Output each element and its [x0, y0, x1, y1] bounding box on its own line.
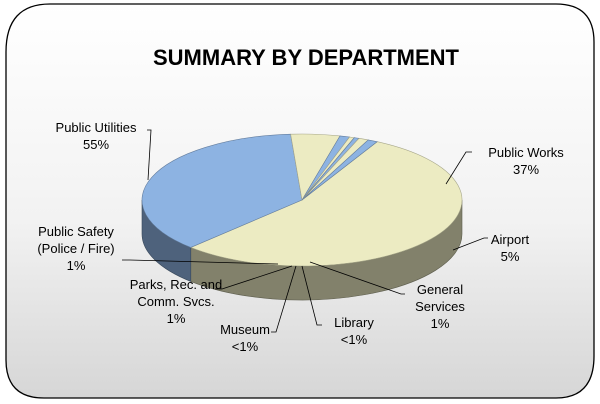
slice-value-label: <1%: [341, 332, 368, 347]
slice-value-label: 55%: [83, 137, 109, 152]
slice-value-label: 1%: [431, 316, 450, 331]
pie-slice-1: [141, 133, 303, 248]
slice-value-label: 1%: [167, 311, 186, 326]
slice-name-label: Public Works: [488, 145, 564, 160]
slice-value-label: 5%: [501, 249, 520, 264]
slice-name-label: Museum: [220, 322, 270, 337]
leader-line-6: [215, 265, 293, 290]
slice-label-5: Museum <1%: [220, 322, 270, 354]
slice-value-label: <1%: [232, 339, 259, 354]
slice-name-label: Parks, Rec. and: [130, 277, 223, 292]
slice-label-1: Public Works 37%: [488, 145, 564, 177]
leader-line-7: [122, 259, 279, 265]
leader-line-1: [445, 151, 472, 185]
slice-name-label: Airport: [491, 232, 530, 247]
slice-name-label: General: [417, 282, 463, 297]
leader-line-3: [309, 261, 405, 295]
chart-title: SUMMARY BY DEPARTMENT: [153, 45, 460, 70]
slice-labels: Public Utilities 55% Public Works 37% Airpor…: [37, 120, 564, 354]
slice-value-label: 1%: [67, 258, 86, 273]
pie-slice-7: [301, 139, 378, 201]
slice-label-6: Parks, Rec. and Comm. Svcs. 1%: [130, 277, 223, 326]
slice-label-7: Public Safety (Police / Fire) 1%: [37, 224, 114, 273]
slice-name-label: Services: [415, 299, 465, 314]
slice-name-label: (Police / Fire): [37, 241, 114, 256]
leader-line-0: [147, 129, 152, 181]
slice-label-4: Library <1%: [334, 315, 374, 347]
pie-top-group: [141, 133, 463, 267]
slice-name-label: Library: [334, 315, 374, 330]
slice-label-2: Airport 5%: [491, 232, 530, 264]
slice-value-label: 37%: [513, 162, 539, 177]
slice-name-label: Comm. Svcs.: [137, 294, 214, 309]
slice-name-label: Public Safety: [38, 224, 114, 239]
slice-name-label: Public Utilities: [56, 120, 137, 135]
leader-line-4: [301, 265, 322, 326]
leader-line-5: [271, 265, 297, 333]
slice-label-3: General Services 1%: [415, 282, 465, 331]
leader-lines: [122, 129, 488, 333]
slice-label-0: Public Utilities 55%: [56, 120, 137, 152]
leader-line-2: [452, 237, 488, 251]
